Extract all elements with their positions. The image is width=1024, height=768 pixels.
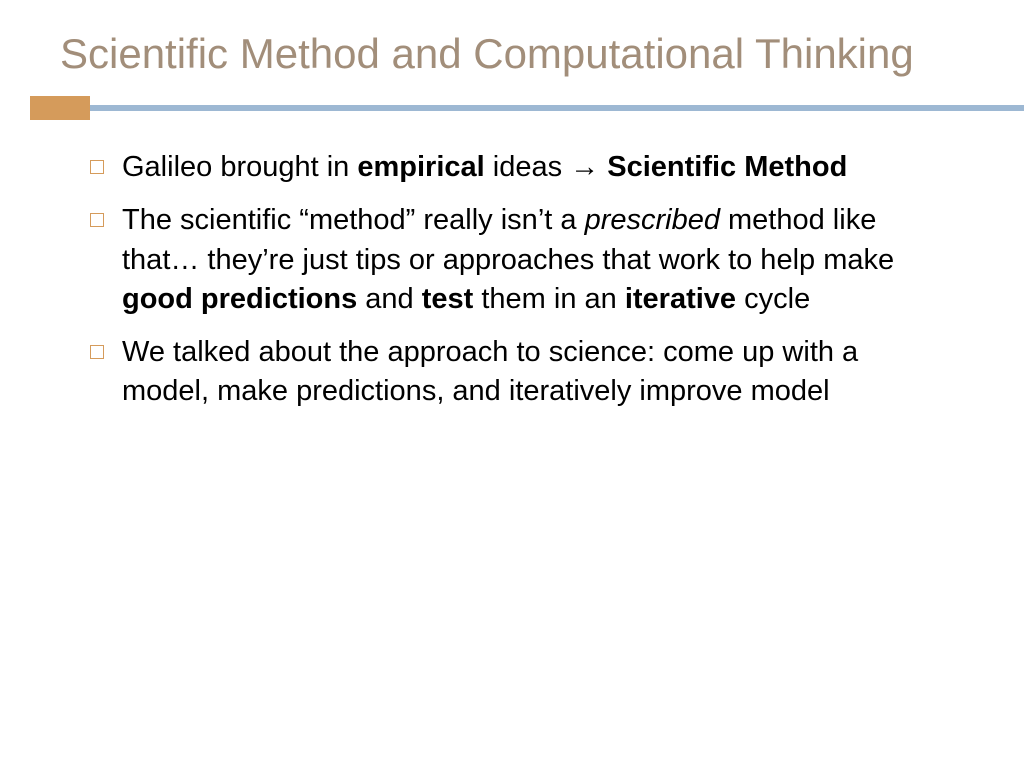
- bullet-text: We talked about the approach to science:…: [122, 333, 924, 411]
- bullet-item: We talked about the approach to science:…: [90, 333, 924, 411]
- title-divider: [0, 96, 1024, 120]
- divider-line: [90, 105, 1024, 111]
- accent-block: [30, 96, 90, 120]
- bullet-marker-icon: [90, 213, 104, 227]
- slide-body: Galileo brought in empirical ideas → Sci…: [60, 148, 964, 411]
- bullet-item: The scientific “method” really isn’t a p…: [90, 201, 924, 318]
- slide: Scientific Method and Computational Thin…: [0, 0, 1024, 768]
- bullet-text: Galileo brought in empirical ideas → Sci…: [122, 148, 847, 187]
- bullet-item: Galileo brought in empirical ideas → Sci…: [90, 148, 924, 187]
- bullet-marker-icon: [90, 160, 104, 174]
- bullet-text: The scientific “method” really isn’t a p…: [122, 201, 924, 318]
- slide-title: Scientific Method and Computational Thin…: [60, 30, 964, 78]
- bullet-marker-icon: [90, 345, 104, 359]
